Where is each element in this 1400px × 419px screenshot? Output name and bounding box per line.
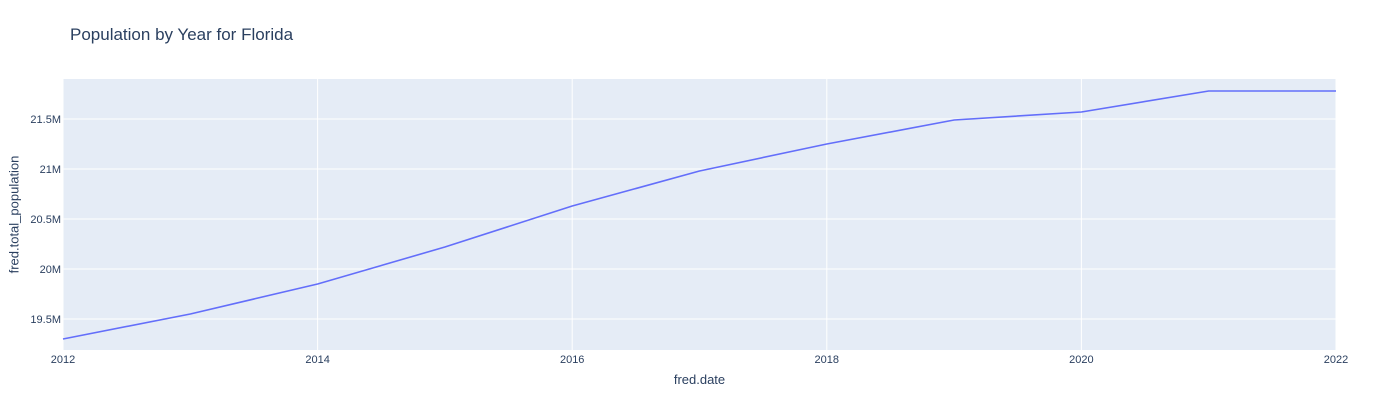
x-gridlines	[62, 79, 1337, 350]
x-axis-ticks: 2012 2014 2016 2018 2020 2022	[51, 354, 1348, 366]
plot-area	[63, 79, 1336, 350]
y-tick-label: 21.5M	[30, 114, 61, 126]
y-axis-ticks: 19.5M 20M 20.5M 21M 21.5M	[30, 114, 61, 326]
y-tick-label: 20.5M	[30, 214, 61, 226]
x-tick-label: 2012	[51, 354, 75, 366]
x-tick-label: 2020	[1069, 354, 1093, 366]
series-line	[62, 90, 1336, 340]
x-tick-label: 2022	[1324, 354, 1348, 366]
y-tick-label: 19.5M	[30, 314, 61, 326]
x-tick-label: 2018	[815, 354, 839, 366]
x-axis-label: fred.date	[674, 372, 725, 387]
chart-title: Population by Year for Florida	[70, 25, 294, 44]
x-tick-label: 2014	[305, 354, 329, 366]
y-axis-label: fred.total_population	[7, 156, 22, 274]
x-tick-label: 2016	[560, 354, 584, 366]
y-tick-label: 20M	[40, 264, 61, 276]
series-layer	[62, 90, 1336, 340]
y-gridlines	[63, 118, 1336, 320]
y-tick-label: 21M	[40, 164, 61, 176]
